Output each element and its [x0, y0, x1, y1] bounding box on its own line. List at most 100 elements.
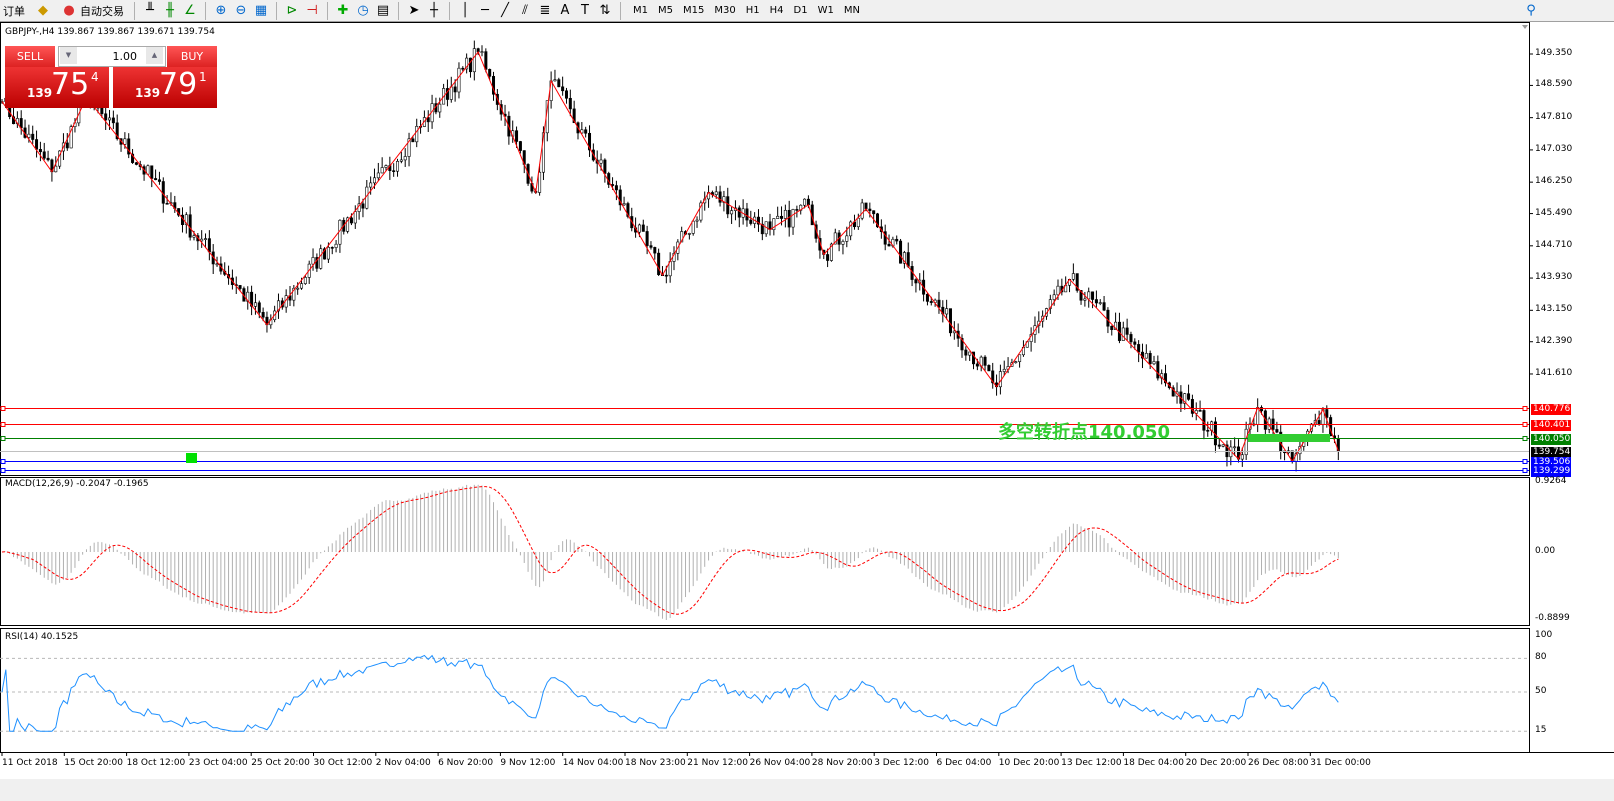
candle-body — [899, 240, 903, 264]
green-marker — [186, 453, 197, 463]
periods-icon[interactable]: ◷ — [357, 2, 369, 18]
candle-body — [883, 231, 887, 245]
buy-button[interactable]: BUY — [167, 46, 217, 67]
candle-body — [1148, 353, 1152, 365]
indicators-icon[interactable]: ✚ — [337, 2, 349, 18]
timeframe-h1[interactable]: H1 — [745, 5, 760, 16]
sell-price[interactable]: 139 75 4 — [5, 67, 109, 108]
line-handle — [1522, 468, 1528, 473]
arrows-icon[interactable]: ⇅ — [599, 2, 611, 18]
time-axis-label: 10 Dec 20:00 — [998, 758, 1060, 768]
text-label-icon[interactable]: T — [581, 2, 589, 18]
templates-icon[interactable]: ▤ — [376, 2, 390, 18]
candlestick-icon[interactable]: ╫ — [166, 2, 174, 18]
macd-axis-label: -0.8899 — [1535, 613, 1570, 623]
timeframe-m30[interactable]: M30 — [714, 5, 736, 16]
auto-scroll-icon[interactable]: ⊳ — [286, 2, 298, 18]
candle-body — [568, 97, 572, 110]
candle-body — [1094, 299, 1098, 304]
tile-windows-icon[interactable]: ▦ — [254, 2, 268, 18]
lot-increase-button[interactable]: ▲ — [146, 47, 163, 64]
time-axis-label: 15 Oct 20:00 — [64, 758, 123, 768]
candle-body — [580, 129, 584, 134]
bar-chart-icon[interactable]: ╨ — [146, 2, 154, 18]
candle-body — [960, 338, 964, 351]
candle-body — [987, 365, 991, 372]
timeframe-mn[interactable]: MN — [843, 5, 860, 16]
time-axis-label: 28 Nov 20:00 — [811, 758, 873, 768]
candle-body — [104, 113, 108, 121]
text-icon[interactable]: A — [560, 2, 570, 18]
candle-body — [814, 224, 818, 239]
trendline-icon[interactable]: ╱ — [501, 2, 509, 18]
candle-body — [829, 243, 833, 261]
price-tag: 139.754 — [1531, 446, 1571, 458]
candle-body — [334, 243, 338, 248]
lot-value: 1.00 — [112, 50, 138, 63]
candle-body — [1098, 302, 1102, 304]
timeframe-m15[interactable]: M15 — [683, 5, 705, 16]
candle-body — [38, 149, 42, 153]
candle-body — [376, 172, 380, 179]
lot-size-input[interactable]: 1.00 — [58, 46, 166, 67]
search-icon[interactable]: ⚲ — [1526, 2, 1536, 18]
candle-body — [760, 223, 764, 235]
history-button[interactable]: ◆ — [32, 1, 54, 21]
timeframe-d1[interactable]: D1 — [793, 5, 808, 16]
order-button[interactable]: 订单 — [0, 1, 28, 21]
channel-icon[interactable]: ⫽ — [522, 2, 528, 18]
cursor-icon[interactable]: ➤ — [408, 2, 420, 18]
price-tag: 139.506 — [1531, 456, 1571, 468]
line-chart-icon[interactable]: ∠ — [184, 2, 196, 18]
candle-body — [1275, 429, 1279, 433]
candle-body — [680, 231, 684, 243]
candle-body — [1110, 325, 1114, 330]
price-axis-label: 142.390 — [1535, 335, 1573, 346]
candle-body — [876, 213, 880, 228]
candle-body — [860, 202, 864, 219]
candle-body — [572, 108, 576, 124]
candle-body — [461, 67, 465, 70]
crosshair-icon[interactable]: ┼ — [430, 2, 438, 18]
lot-decrease-button[interactable]: ▼ — [60, 47, 77, 64]
candle-body — [349, 217, 353, 224]
candle-body — [657, 252, 661, 275]
separator — [620, 1, 621, 20]
zoom-out-icon[interactable]: ⊖ — [235, 2, 247, 18]
timeframe-m5[interactable]: M5 — [658, 5, 673, 16]
buy-price[interactable]: 139 79 1 — [113, 67, 217, 108]
line-handle — [1522, 422, 1528, 427]
autotrade-button[interactable]: ● 自动交易 — [58, 1, 127, 21]
sell-price-big: 75 — [51, 67, 90, 102]
candle-body — [1144, 353, 1148, 359]
price-axis-label: 146.250 — [1535, 176, 1573, 187]
vertical-line-icon[interactable]: │ — [461, 2, 469, 18]
time-axis-label: 13 Dec 12:00 — [1061, 758, 1122, 768]
price-tag: 140.401 — [1531, 419, 1571, 431]
timeframe-w1[interactable]: W1 — [817, 5, 834, 16]
candle-body — [795, 209, 799, 211]
horizontal-line-icon[interactable]: ─ — [481, 2, 489, 18]
candle-body — [323, 248, 327, 260]
separator — [276, 1, 277, 20]
timeframe-h4[interactable]: H4 — [769, 5, 784, 16]
candle-body — [1325, 409, 1329, 418]
chart-shift-icon[interactable]: ⊣ — [306, 2, 318, 18]
candle-body — [588, 132, 592, 151]
candle-body — [691, 220, 695, 234]
autotrade-label: 自动交易 — [80, 4, 124, 18]
candle-body — [1194, 410, 1198, 414]
timeframe-m1[interactable]: M1 — [633, 5, 648, 16]
time-axis-label: 18 Oct 12:00 — [126, 758, 186, 768]
separator — [134, 1, 135, 20]
price-axis-label: 148.590 — [1535, 79, 1573, 90]
fibonacci-icon[interactable]: ≣ — [539, 2, 551, 18]
candle-body — [868, 208, 872, 211]
sell-button[interactable]: SELL — [5, 46, 55, 67]
zoom-in-icon[interactable]: ⊕ — [215, 2, 227, 18]
candle-body — [127, 138, 131, 155]
time-axis-label: 18 Nov 23:00 — [625, 758, 686, 768]
price-tag: 140.776 — [1531, 403, 1571, 415]
candle-body — [745, 208, 749, 221]
